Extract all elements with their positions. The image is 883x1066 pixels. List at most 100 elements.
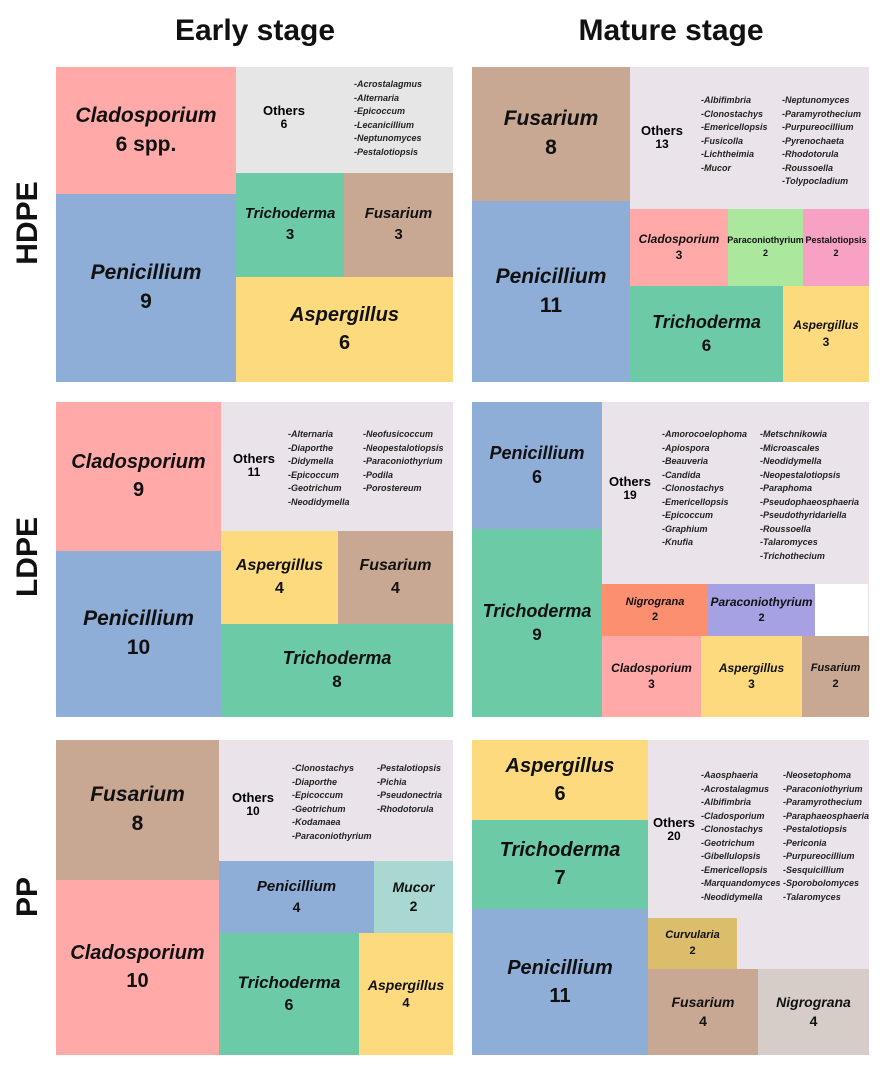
- tile-name: Aspergillus: [793, 318, 859, 333]
- tile-count: 2: [689, 944, 696, 957]
- tile-count: 9: [140, 290, 152, 314]
- tile-aspergillus: Aspergillus 4: [359, 933, 453, 1055]
- tile-name: Trichoderma: [244, 205, 336, 223]
- tile-aspergillus: Aspergillus 6: [472, 740, 648, 820]
- tile-count: 4: [292, 898, 301, 915]
- tile-others: [219, 740, 453, 861]
- tile-count: 4: [402, 995, 410, 1011]
- column-header-mature: Mature stage: [578, 14, 764, 47]
- tile-name: Trichoderma: [499, 839, 621, 861]
- genus-item: -Diaporthe: [292, 776, 337, 787]
- tile-aspergillus: Aspergillus 6: [236, 277, 453, 382]
- genus-item: -Candida: [662, 469, 701, 480]
- tile-name: Paraconiothyrium: [727, 235, 804, 246]
- tile-penicillium: Penicillium 11: [472, 909, 648, 1055]
- genus-item: -Geotrichum: [292, 803, 346, 814]
- row-header-hdpe: HDPE: [11, 181, 44, 265]
- tile-count: 3: [822, 334, 830, 349]
- tile-cladosporium: Cladosporium 3: [602, 636, 701, 717]
- tile-count: 11: [539, 293, 563, 317]
- genus-item: -Neptunomyces: [354, 133, 422, 143]
- tile-mucor: Mucor 2: [374, 861, 453, 933]
- tile-count: 6: [554, 782, 566, 805]
- tile-name: Trichoderma: [652, 311, 761, 332]
- genus-item: -Rhodotorula: [782, 149, 839, 159]
- tile-count: 8: [332, 672, 342, 692]
- genus-item: -Epicoccum: [288, 469, 340, 480]
- tile-penicillium: Penicillium 9: [56, 194, 236, 382]
- genus-item: -Neodidymella: [701, 891, 763, 902]
- tile-name: Fusarium: [90, 783, 185, 807]
- genus-item: -Trichothecium: [760, 550, 825, 561]
- tile-count: 2: [832, 677, 839, 690]
- tile-penicillium: Penicillium 11: [472, 201, 630, 382]
- genus-item: -Kodamaea: [292, 817, 341, 827]
- tile-count: 6: [701, 335, 712, 355]
- tile-fusarium: Fusarium 3: [344, 173, 453, 277]
- genus-item: -Emericellopsis: [701, 122, 768, 132]
- tile-name: Aspergillus: [235, 556, 324, 574]
- genus-item: -Cladosporium: [701, 810, 765, 821]
- tile-name: Penicillium: [83, 607, 194, 631]
- tile-count: 19: [623, 488, 637, 503]
- tile-count: 3: [748, 677, 755, 692]
- tile-name: Fusarium: [810, 662, 861, 675]
- genus-item: -Marquandomyces: [701, 878, 781, 888]
- tile-penicillium: Penicillium 6: [472, 402, 602, 529]
- tile-nigrograna: Nigrograna 4: [758, 969, 869, 1055]
- tile-name: Trichoderma: [282, 648, 392, 669]
- tile-trichoderma: Trichoderma 6: [630, 286, 783, 382]
- tile-name: Fusarium: [359, 556, 432, 574]
- genus-item: -Fusicolla: [701, 135, 744, 146]
- tile-name: Mucor: [392, 878, 435, 895]
- tile-paraconiothyrium: Paraconiothyrium 2: [708, 584, 815, 636]
- tile-count: 8: [545, 136, 557, 160]
- genus-item: -Clonostachys: [701, 108, 764, 119]
- tile-count: 2: [762, 247, 768, 258]
- tile-count: 13: [655, 137, 669, 152]
- tile-count: 2: [758, 612, 765, 625]
- genus-item: -Talaromyces: [760, 537, 818, 547]
- genus-item: -Beauveria: [662, 456, 709, 466]
- others-label: Others 13: [637, 123, 687, 152]
- genus-item: -Pseudonectria: [377, 790, 443, 800]
- others-label: Others 6: [260, 103, 308, 131]
- tile-others: [221, 402, 453, 531]
- tile-count: 9: [532, 624, 542, 644]
- tile-name: Cladosporium: [75, 103, 217, 127]
- genus-item: -Paramyrothecium: [783, 797, 863, 807]
- genus-item: -Epicoccum: [292, 790, 344, 800]
- tile-curvularia: Curvularia 2: [648, 918, 737, 969]
- others-label: Others 20: [649, 815, 699, 843]
- tile-name: Penicillium: [90, 261, 202, 285]
- tile-name: Penicillium: [256, 877, 337, 895]
- tile-name: Aspergillus: [505, 754, 615, 777]
- genus-item: -Paraconiothyrium: [292, 830, 372, 841]
- genus-item: -Roussoella: [782, 162, 834, 173]
- genus-item: -Apiospora: [662, 442, 710, 453]
- tile-penicillium: Penicillium 4: [219, 861, 374, 933]
- tile-name: Aspergillus: [290, 304, 399, 326]
- genus-item: -Porostereum: [363, 483, 422, 493]
- genus-item: -Neptunomyces: [782, 95, 850, 105]
- tile-aspergillus: Aspergillus 3: [701, 636, 802, 717]
- genus-item: -Pseudothyridariella: [760, 510, 847, 520]
- genus-item: -Epicoccum: [354, 106, 406, 116]
- tile-name: Nigrograna: [776, 993, 851, 1010]
- genus-item: -Clonostachys: [701, 824, 764, 834]
- tile-count: 2: [833, 247, 839, 258]
- tile-name: Aspergillus: [367, 976, 445, 993]
- genus-item: -Acrostalagmus: [354, 79, 423, 89]
- tile-fusarium: Fusarium 8: [472, 67, 630, 201]
- tile-name: Cladosporium: [638, 231, 720, 246]
- tile-name: Pestalotiopsis: [805, 235, 867, 246]
- tile-count: 2: [409, 897, 418, 914]
- tile-aspergillus: Aspergillus 3: [783, 286, 869, 382]
- genus-item: -Lichtheimia: [701, 149, 755, 159]
- genus-item: -Diaporthe: [288, 442, 333, 453]
- genus-item: -Lecanicillium: [354, 119, 415, 130]
- genus-item: -Alternaria: [288, 429, 334, 439]
- genus-list: -Albifimbria -Clonostachys -Emericellopsis…: [701, 94, 768, 175]
- tile-count: 7: [554, 867, 566, 889]
- row-header-pp: PP: [11, 876, 44, 918]
